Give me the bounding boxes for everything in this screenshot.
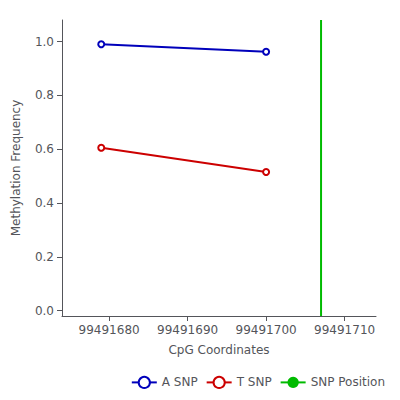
svg-text:0.0: 0.0 (35, 304, 54, 318)
svg-text:CpG Coordinates: CpG Coordinates (168, 343, 269, 357)
svg-text:0.6: 0.6 (35, 142, 54, 156)
svg-text:A SNP: A SNP (162, 375, 198, 389)
svg-text:1.0: 1.0 (35, 35, 54, 49)
svg-text:T SNP: T SNP (236, 375, 272, 389)
svg-text:Methylation Frequency: Methylation Frequency (9, 100, 23, 237)
svg-text:0.4: 0.4 (35, 196, 54, 210)
svg-text:0.8: 0.8 (35, 88, 54, 102)
svg-text:99491700: 99491700 (236, 323, 297, 337)
svg-text:99491690: 99491690 (157, 323, 218, 337)
svg-text:99491680: 99491680 (79, 323, 140, 337)
svg-text:99491710: 99491710 (314, 323, 375, 337)
svg-text:0.2: 0.2 (35, 250, 54, 264)
svg-text:SNP Position: SNP Position (311, 375, 385, 389)
